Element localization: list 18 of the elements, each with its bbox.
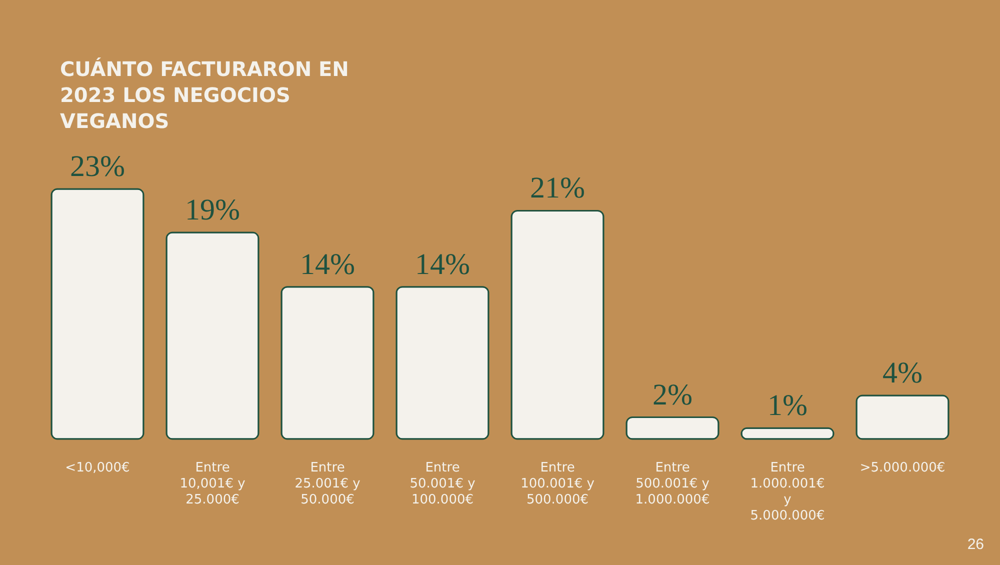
x-tick-label: Entre 10,001€ y 25.000€ bbox=[180, 460, 246, 508]
data-label: 19% bbox=[185, 193, 240, 226]
data-label: 23% bbox=[70, 150, 125, 183]
data-label: 14% bbox=[300, 248, 355, 281]
x-tick-label: Entre 50.001€ y 100.000€ bbox=[410, 460, 476, 508]
data-label: 14% bbox=[415, 248, 470, 281]
x-tick-label: >5.000.000€ bbox=[860, 460, 946, 476]
text: 26 bbox=[967, 536, 984, 553]
x-tick-label: <10,000€ bbox=[65, 460, 130, 476]
data-label: 4% bbox=[882, 356, 922, 390]
x-tick-label: Entre 25.001€ y 50.000€ bbox=[294, 460, 361, 508]
data-label: 21% bbox=[530, 172, 585, 205]
x-tick-label: Entre 1.000.001€ y 5.000.000€ bbox=[750, 460, 825, 524]
data-label: 2% bbox=[652, 378, 692, 412]
chart-title: CUÁNTO FACTURARON EN 2023 LOS NEGOCIOS VEGANOS bbox=[60, 57, 349, 133]
x-tick-label: Entre 500.001€ y 1.000.000€ bbox=[635, 460, 710, 508]
x-tick-label: Entre 100.001€ y 500.000€ bbox=[520, 460, 595, 508]
data-label: 1% bbox=[768, 389, 808, 422]
